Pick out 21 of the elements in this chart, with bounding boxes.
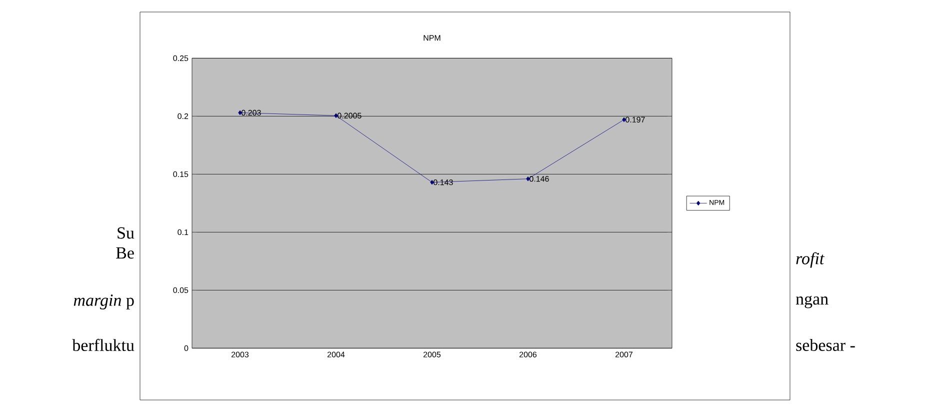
y-tick-label: 0.05	[173, 287, 188, 294]
x-tick-label: 2004	[328, 352, 345, 358]
y-tick-label: 0.1	[178, 229, 188, 236]
data-label: 0.197	[626, 116, 645, 123]
chart-title: NPM	[424, 35, 440, 41]
text: Be	[116, 247, 134, 259]
text: Su	[118, 227, 134, 239]
x-tick-label: 2003	[232, 352, 249, 358]
x-tick-label: 2005	[424, 352, 441, 358]
y-tick-label: 0	[184, 345, 188, 352]
x-tick-label: 2007	[616, 352, 632, 358]
text: ngan	[796, 296, 828, 308]
x-tick-label: 2006	[520, 352, 537, 358]
data-label: 0.146	[530, 176, 549, 182]
text: rofit	[796, 252, 825, 268]
text: margin p	[74, 294, 134, 310]
text: sebesar -	[796, 339, 855, 351]
text: berfluktu	[72, 338, 134, 352]
y-tick-label: 0.15	[173, 171, 188, 178]
y-tick-label: 0.25	[173, 55, 188, 62]
y-tick-label: 0.2	[178, 113, 188, 120]
